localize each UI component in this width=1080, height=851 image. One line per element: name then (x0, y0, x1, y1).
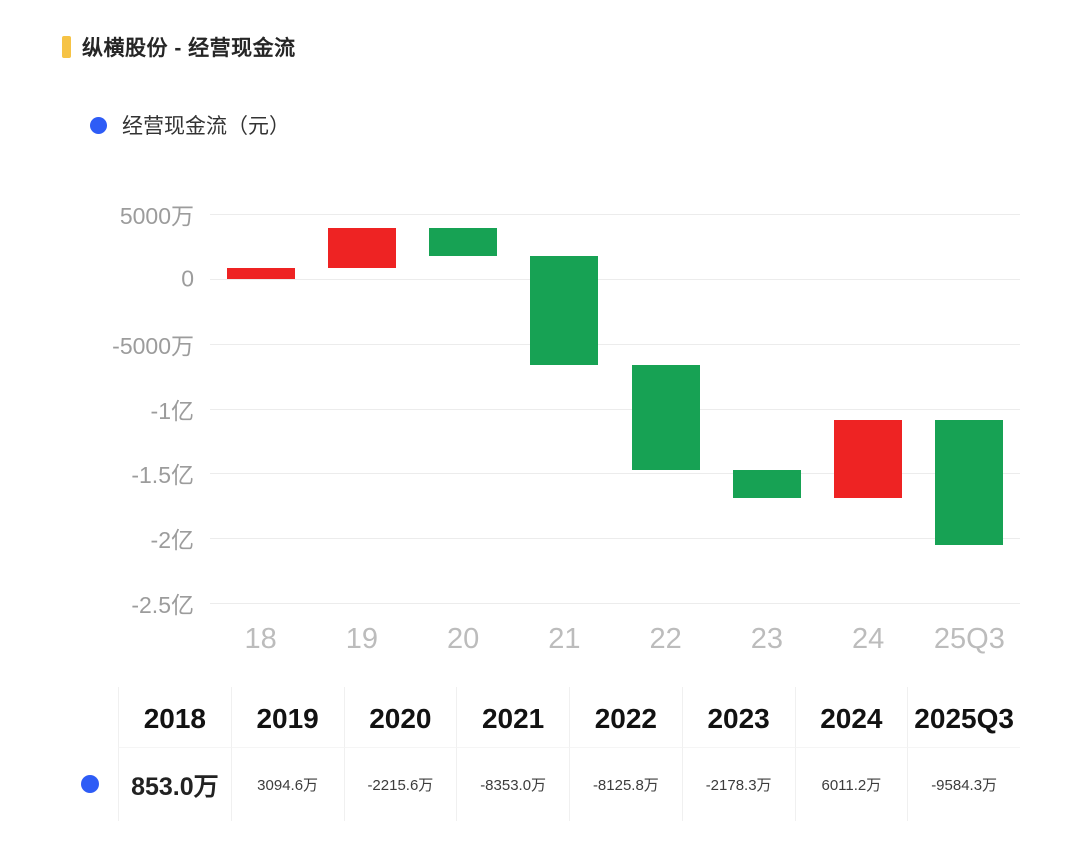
series-dot-icon (81, 775, 99, 793)
x-axis-tick-label: 18 (244, 623, 277, 655)
waterfall-bar-24[interactable] (834, 420, 903, 499)
data-table: 2018 2019 2020 2021 2022 2023 2024 2025Q… (62, 687, 1020, 821)
y-axis-tick-label: -1.5亿 (131, 462, 194, 489)
gridline (210, 214, 1020, 215)
waterfall-bar-19[interactable] (327, 227, 396, 268)
gridline (210, 278, 1020, 280)
waterfall-bar-23[interactable] (732, 470, 801, 499)
table-header-2022: 2022 (569, 687, 682, 747)
table-value-2023: -2178.3万 (681, 747, 795, 821)
page-title-row: 纵横股份 - 经营现金流 (62, 34, 1020, 60)
table-header-2025q3: 2025Q3 (907, 687, 1020, 747)
x-axis-tick-label: 21 (548, 623, 581, 655)
table-value-2020: -2215.6万 (343, 747, 457, 821)
x-axis-tick-label: 24 (851, 623, 885, 655)
y-axis-tick-label: -1亿 (150, 397, 194, 424)
y-axis: 5000万 0 -5000万 -1亿 -1.5亿 -2亿 -2.5亿 (62, 203, 210, 618)
cash-flow-chart: 5000万 0 -5000万 -1亿 -1.5亿 -2亿 -2.5亿 18 19 20 21 22 2… (62, 203, 1020, 661)
table-header-2018: 2018 (118, 687, 231, 747)
gridline (210, 538, 1020, 540)
x-axis: 18 19 20 21 22 23 24 25Q3 (210, 603, 1020, 661)
y-axis-tick-label: -5000万 (112, 332, 194, 359)
table-value-2022: -8125.8万 (569, 747, 682, 821)
legend-label: 经营现金流（元） (122, 115, 290, 138)
waterfall-bar-20[interactable] (429, 227, 498, 257)
table-header-2023: 2023 (681, 687, 795, 747)
gridline (210, 343, 1020, 345)
legend-dot-icon (90, 116, 107, 134)
x-axis-tick-label: 23 (750, 623, 784, 655)
chart-legend[interactable]: 经营现金流（元） (90, 112, 1020, 138)
y-axis-tick-label: -2亿 (150, 527, 194, 554)
x-axis-tick-label: 19 (345, 623, 379, 655)
y-axis-tick-label: 0 (181, 265, 194, 292)
waterfall-bar-18[interactable] (226, 267, 295, 279)
plot-area (210, 214, 1020, 604)
table-corner (62, 687, 118, 747)
y-axis-tick-label: 5000万 (119, 203, 194, 229)
y-axis-tick-label: -2.5亿 (131, 592, 194, 618)
table-value-2018: 853.0万 (118, 747, 231, 821)
table-value-2024: 6011.2万 (794, 747, 908, 821)
table-header-2019: 2019 (230, 687, 344, 747)
table-value-2021: -8353.0万 (456, 747, 569, 821)
x-axis-tick-label: 22 (649, 623, 682, 655)
table-header-2024: 2024 (794, 687, 908, 747)
waterfall-bar-21[interactable] (530, 256, 599, 365)
x-axis-tick-label: 25Q3 (933, 623, 1005, 655)
table-value-2019: 3094.6万 (230, 747, 344, 821)
gridline (210, 603, 1020, 604)
gridline (210, 473, 1020, 475)
page-title: 纵横股份 - 经营现金流 (82, 37, 296, 60)
x-axis-tick-label: 20 (446, 623, 480, 655)
waterfall-bar-25Q3[interactable] (935, 420, 1004, 545)
title-accent-bar (62, 36, 71, 58)
table-header-2021: 2021 (456, 687, 569, 747)
waterfall-bar-22[interactable] (631, 364, 700, 471)
gridline (210, 408, 1020, 410)
chart-card: 纵横股份 - 经营现金流 经营现金流（元） 5000万 0 -5000万 -1亿 -1.… (62, 34, 1020, 821)
table-series-dot-cell (62, 747, 118, 821)
table-header-2020: 2020 (343, 687, 457, 747)
table-value-2025q3: -9584.3万 (907, 747, 1020, 821)
